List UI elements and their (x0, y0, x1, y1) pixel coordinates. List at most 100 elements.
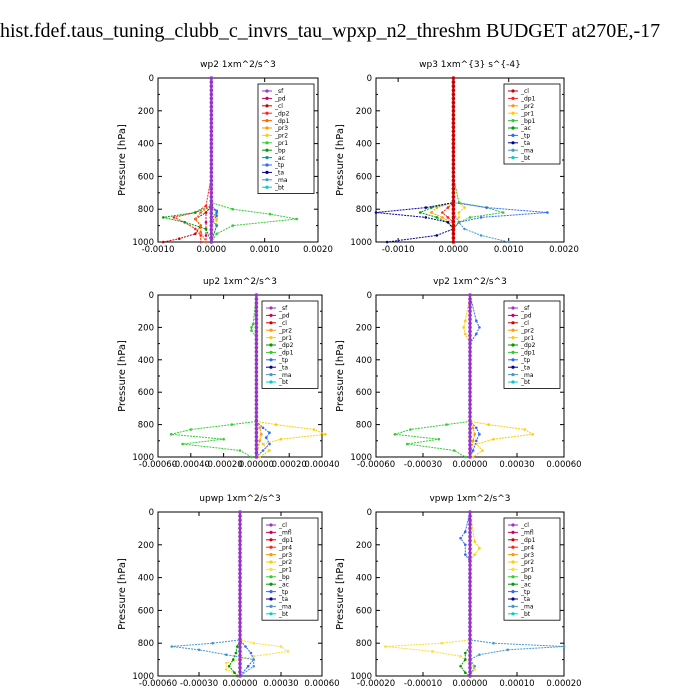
data-point (254, 418, 259, 423)
legend-marker (265, 111, 269, 115)
legend-entry: _dp2 (274, 110, 290, 117)
data-point (209, 80, 214, 84)
data-point (238, 530, 242, 535)
data-point (451, 211, 456, 216)
data-point (209, 150, 214, 154)
legend-entry: _cl (274, 103, 283, 110)
data-point (468, 329, 472, 334)
legend-entry: _pr1 (520, 110, 534, 117)
data-point (254, 333, 259, 338)
legend-marker (511, 111, 515, 115)
legend-marker (269, 328, 273, 332)
legend-entry: _mfl (520, 530, 534, 537)
legend-marker (265, 170, 269, 174)
legend-marker (269, 336, 273, 340)
data-point (468, 366, 472, 370)
data-point (468, 297, 472, 301)
legend-entry: _pd (520, 313, 532, 320)
data-point (254, 426, 259, 431)
data-point (468, 588, 472, 592)
data-point (254, 374, 259, 378)
data-point (464, 530, 467, 533)
data-point (209, 125, 214, 129)
data-point (268, 212, 272, 216)
data-point (209, 154, 214, 158)
x-tick-label: 0.0000 (196, 245, 226, 255)
data-point (506, 648, 509, 652)
legend-entry: _pd (274, 96, 286, 103)
data-point (468, 625, 472, 629)
legend-entry: _ta (278, 596, 288, 603)
data-point (209, 207, 214, 211)
x-tick-label: 0.0020 (303, 245, 333, 255)
data-point (209, 211, 214, 216)
legend-entry: _mfl (278, 530, 292, 537)
data-point (492, 437, 495, 441)
data-point (468, 592, 472, 596)
legend-entry: _pr1 (520, 335, 534, 342)
legend-entry: _cl (520, 88, 529, 95)
data-point (468, 657, 472, 662)
data-point (451, 219, 456, 224)
legend-entry: _bt (278, 379, 289, 386)
data-point (209, 109, 214, 113)
x-tick-label: 0.00060 (546, 460, 581, 470)
data-point (446, 206, 450, 209)
y-tick-label: 800 (356, 205, 372, 215)
data-point (473, 664, 477, 668)
legend-marker (269, 373, 273, 377)
data-point (209, 100, 214, 105)
data-point (451, 88, 456, 93)
data-point (238, 518, 242, 522)
x-tick-label: 0.00010 (499, 679, 534, 689)
data-point (238, 645, 242, 650)
data-point (468, 325, 472, 330)
data-point (463, 206, 466, 209)
data-point (384, 645, 387, 648)
data-point (254, 362, 259, 366)
legend-marker (265, 89, 269, 93)
data-point (238, 559, 242, 563)
data-point (451, 109, 456, 113)
data-point (234, 651, 238, 655)
data-point (424, 206, 428, 209)
legend-entry: _ma (520, 372, 534, 379)
data-point (254, 329, 259, 334)
legend-entry: _pr1 (278, 335, 292, 342)
legend-marker (511, 530, 515, 535)
data-point (236, 645, 239, 648)
data-point (468, 620, 472, 625)
legend-entry: _cl (278, 522, 287, 529)
data-point (250, 326, 253, 329)
data-point (457, 211, 461, 214)
data-point (451, 92, 456, 97)
data-point (468, 447, 472, 451)
data-point (238, 600, 242, 604)
x-tick-label: 0.00000 (239, 460, 274, 470)
y-tick-label: 0 (149, 508, 154, 518)
legend-entry: _pd (278, 313, 290, 320)
data-point (451, 191, 456, 195)
y-tick-label: 1000 (350, 238, 372, 248)
x-tick-label: -0.0010 (382, 245, 415, 255)
y-tick-label: 0 (367, 74, 372, 84)
legend-marker (511, 306, 515, 310)
data-point (258, 455, 262, 459)
data-point (254, 410, 259, 415)
x-tick-label: -0.00060 (139, 679, 177, 689)
legend-marker (511, 582, 515, 586)
legend-entry: _dp1 (274, 118, 290, 125)
legend-entry: _bt (520, 611, 531, 618)
x-tick-label: -0.00020 (357, 679, 395, 689)
legend-entry: _pr2 (274, 133, 288, 140)
legend-entry: _dp1 (520, 537, 536, 544)
data-point (468, 313, 472, 318)
legend-entry: _cl (520, 320, 529, 327)
data-point (468, 443, 472, 447)
data-point (468, 616, 472, 621)
data-point (238, 637, 242, 641)
data-point (204, 211, 208, 214)
legend-entry: _tp (520, 589, 530, 596)
data-point (215, 214, 218, 218)
data-point (459, 536, 462, 540)
